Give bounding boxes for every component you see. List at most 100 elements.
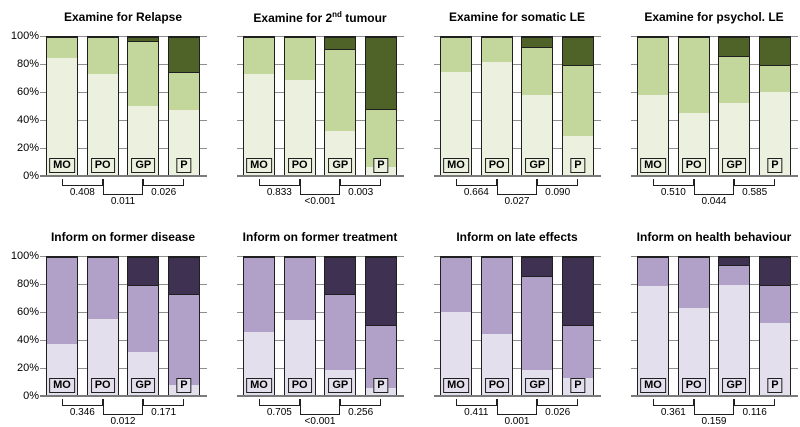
gridline xyxy=(631,368,798,369)
gridline xyxy=(434,92,601,93)
x-axis-line xyxy=(237,395,404,397)
gridline xyxy=(40,36,207,37)
bar-segment-dark xyxy=(365,257,396,325)
gridline xyxy=(237,92,404,93)
bar-segment-medium xyxy=(481,257,512,335)
bar-segment-light xyxy=(481,61,512,175)
bar-segment-light xyxy=(638,285,668,395)
p-value-label: 0.011 xyxy=(110,196,136,207)
bar-segment-dark xyxy=(562,257,593,325)
chart-title: Inform on former treatment xyxy=(242,230,398,244)
p-value-bracket xyxy=(340,179,381,186)
p-value-label: 0.026 xyxy=(545,407,571,418)
stacked-bar-mo: MO xyxy=(46,36,78,176)
x-axis-line xyxy=(631,175,798,177)
stacked-bar-po: PO xyxy=(283,36,316,176)
gridline xyxy=(40,256,207,257)
bar-group: MO PO GP P xyxy=(44,256,202,396)
stacked-bar-mo: MO xyxy=(243,256,275,396)
gridline xyxy=(631,284,798,285)
p-value-bracket xyxy=(102,399,144,415)
chart-panel: Examine for somatic LE MO PO GP P 0.664 0.027 0… xyxy=(400,4,601,216)
p-value-bracket xyxy=(734,399,775,406)
chart-title: Examine for somatic LE xyxy=(448,10,586,24)
bar-segment-dark xyxy=(719,37,750,57)
plot-area: MO PO GP P xyxy=(40,256,207,397)
gridline xyxy=(237,148,404,149)
bar-category-label: GP xyxy=(131,378,156,393)
stacked-bar-mo: MO xyxy=(440,256,472,396)
bar-segment-light xyxy=(719,284,750,395)
stacked-bar-mo: MO xyxy=(440,36,472,176)
p-value-label: <0.001 xyxy=(304,416,336,427)
gridline xyxy=(40,148,207,149)
p-value-label: 0.171 xyxy=(151,407,177,418)
bar-segment-medium xyxy=(168,294,199,386)
chart-panel: Inform on late effects MO PO GP P 0.411 0.001 0… xyxy=(400,224,601,427)
gridline xyxy=(237,312,404,313)
p-value-label: 0.027 xyxy=(504,196,530,207)
bar-category-label: GP xyxy=(328,158,353,173)
bar-category-label: MO xyxy=(246,158,272,173)
stacked-bar-gp: GP xyxy=(521,256,554,396)
x-axis-line xyxy=(40,175,207,177)
bar-segment-dark xyxy=(128,37,159,42)
chart-title: Inform on former disease xyxy=(50,230,196,244)
gridline xyxy=(40,312,207,313)
bar-segment-medium xyxy=(522,276,553,371)
bar-segment-medium xyxy=(719,265,750,285)
gridline xyxy=(631,312,798,313)
plot-area: MO PO GP P xyxy=(237,36,404,177)
bar-segment-dark xyxy=(562,37,593,65)
bar-segment-medium xyxy=(128,41,159,106)
y-axis-tick-label: 100% xyxy=(10,250,39,262)
p-value-bracket xyxy=(299,399,341,415)
bar-segment-dark xyxy=(168,257,199,295)
gridline xyxy=(40,368,207,369)
gridline xyxy=(434,340,601,341)
gridline xyxy=(40,92,207,93)
gridline xyxy=(631,64,798,65)
gridline xyxy=(434,120,601,121)
p-value-bracket xyxy=(496,399,538,415)
stacked-bar-gp: GP xyxy=(324,36,357,176)
bar-segment-light xyxy=(47,57,77,175)
chart-panel: Inform on health behaviour MO PO GP P 0.361 0.… xyxy=(597,224,798,427)
gridline xyxy=(434,312,601,313)
p-value-area: 0.361 0.159 0.116 xyxy=(635,396,793,427)
bar-segment-medium xyxy=(562,324,593,379)
bar-segment-medium xyxy=(47,257,77,344)
y-axis-tick-label: 40% xyxy=(16,114,39,126)
bar-segment-medium xyxy=(441,37,471,72)
bar-group: MO PO GP P xyxy=(438,36,596,176)
bar-group: MO PO GP P xyxy=(635,256,793,396)
y-axis-tick-label: 80% xyxy=(16,278,39,290)
stacked-bar-p: P xyxy=(758,36,791,176)
p-value-bracket xyxy=(62,179,103,186)
bar-segment-dark xyxy=(325,257,356,295)
p-value-label: 0.833 xyxy=(266,187,292,198)
p-value-label: 0.361 xyxy=(660,407,686,418)
bar-group: MO PO GP P xyxy=(241,256,399,396)
gridline xyxy=(631,92,798,93)
x-axis-line xyxy=(40,395,207,397)
p-value-bracket xyxy=(299,179,341,195)
p-value-bracket xyxy=(62,399,103,406)
p-value-bracket xyxy=(143,179,184,186)
y-axis-tick-label: 0% xyxy=(23,390,39,402)
bar-segment-medium xyxy=(678,37,709,113)
bar-category-label: MO xyxy=(246,378,272,393)
chart-title-text: Examine for 2 xyxy=(253,11,333,25)
stacked-bar-p: P xyxy=(561,256,594,396)
p-value-label: 0.159 xyxy=(701,416,727,427)
x-axis-line xyxy=(237,175,404,177)
p-value-bracket xyxy=(102,179,144,195)
p-value-bracket xyxy=(734,179,775,186)
bar-segment-dark xyxy=(168,37,199,72)
chart-title: Examine for 2nd tumour xyxy=(241,10,399,26)
bar-segment-medium xyxy=(244,37,274,75)
gridline xyxy=(40,284,207,285)
p-value-bracket xyxy=(259,399,300,406)
stacked-bar-mo: MO xyxy=(637,36,669,176)
